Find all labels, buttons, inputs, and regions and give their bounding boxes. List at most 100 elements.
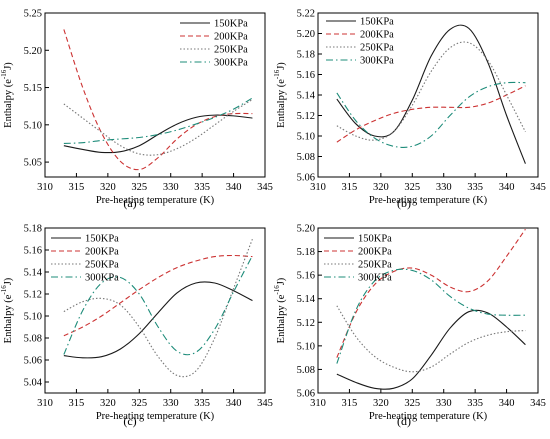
x-tick-label: 310 [310,182,326,193]
series-line-200KPa [336,228,526,358]
series-line-150KPa [63,114,253,154]
legend-entry: 200KPa [214,32,248,43]
y-tick-label: 5.16 [24,246,42,257]
y-axis-label-unit: J) [276,277,287,285]
y-tick-label: 5.20 [297,29,315,40]
y-tick-label: 5.18 [297,50,315,61]
x-tick-label: 320 [373,398,389,409]
legend-entry: 150KPa [358,234,392,245]
plot-frame [44,227,266,394]
x-tick-label: 325 [404,182,420,193]
legend-entry: 200KPa [358,247,392,258]
legend-entry: 200KPa [85,247,119,258]
x-tick-label: 345 [530,398,546,409]
y-tick-label: 5.10 [24,120,42,131]
y-tick-label: 5.14 [297,91,316,102]
series-line-250KPa [63,238,253,378]
x-tick-label: 335 [194,182,210,193]
chart-panel-b: 310 315 320 325 330 335 340 345 5.06 5.08 5.10 5.12… [273,9,546,211]
series-line-300KPa [336,81,526,148]
x-tick-label: 340 [226,182,242,193]
x-tick-label: 315 [69,182,85,193]
y-axis-label: Enthalpy (e-16J) [0,277,14,343]
y-tick-label: 5.16 [297,70,315,81]
y-axis-label-unit: J) [276,62,287,70]
x-tick-label: 315 [342,182,358,193]
panel-label: (a) [123,196,136,210]
y-tick-label: 5.18 [297,247,315,258]
x-tick-label: 320 [100,398,116,409]
y-tick-label: 5.20 [24,46,42,57]
x-tick-label: 310 [37,182,53,193]
y-tick-label: 5.12 [297,111,315,122]
legend-entry: 150KPa [360,17,394,28]
y-tick-label: 5.06 [297,389,315,400]
x-tick-label: 330 [436,182,452,193]
y-tick-label: 5.06 [297,173,315,184]
x-tick-label: 315 [342,398,358,409]
series-line-250KPa [336,305,526,373]
x-tick-label: 330 [163,398,179,409]
legend: 150KPa 200KPa 250KPa 300KPa [326,17,394,67]
series-line-150KPa [336,24,526,164]
series-line-200KPa [336,85,526,143]
y-axis-label-main: Enthalpy (e [276,79,287,128]
y-axis-label: Enthalpy (e-16J) [273,277,287,343]
x-tick-label: 330 [436,398,452,409]
x-tick-label: 345 [257,398,273,409]
legend-entry: 300KPa [360,56,394,67]
y-tick-label: 5.12 [297,318,315,329]
x-tick-label: 325 [131,182,147,193]
x-tick-label: 340 [499,182,515,193]
legend-entry: 300KPa [214,58,248,69]
legend-entry: 250KPa [358,260,392,271]
legend-entry: 300KPa [85,273,119,284]
x-tick-label: 330 [163,182,179,193]
y-axis-label-unit: J) [3,277,14,285]
chart-panel-a: 310 315 320 325 330 335 340 345 5.05 5.10 5.15 5.20… [0,9,273,211]
y-axis-label: Enthalpy (e-16J) [0,62,14,128]
legend-entry: 150KPa [85,234,119,245]
y-tick-label: 5.04 [24,378,43,389]
y-tick-label: 5.16 [297,271,315,282]
y-axis-label-main: Enthalpy (e [3,294,14,343]
legend: 150KPa 200KPa 250KPa 300KPa [180,19,248,69]
x-axis-label: Pre-heating temperature (K) [369,195,488,206]
x-tick-label: 320 [100,182,116,193]
y-axis-label: Enthalpy (e-16J) [273,62,287,128]
x-tick-label: 345 [257,182,273,193]
plot-frame [44,12,266,178]
x-tick-label: 335 [467,182,483,193]
y-tick-label: 5.22 [297,9,315,20]
y-axis-label-exponent: -16 [0,69,8,79]
x-tick-label: 345 [530,182,546,193]
series-line-300KPa [63,255,253,356]
legend-entry: 150KPa [214,19,248,30]
y-tick-label: 5.15 [24,83,42,94]
y-axis-label-main: Enthalpy (e [3,79,14,128]
y-tick-label: 5.05 [24,158,42,169]
x-axis-label: Pre-heating temperature (K) [96,195,215,206]
series-line-300KPa [63,97,253,145]
series-line-250KPa [63,99,253,156]
x-axis-label: Pre-heating temperature (K) [369,411,488,422]
panel-label: (d) [397,414,411,428]
plot-frame [317,12,539,178]
y-axis-label-main: Enthalpy (e [276,294,287,343]
series-line-150KPa [63,281,253,359]
x-tick-label: 335 [194,398,210,409]
series-line-200KPa [63,254,253,337]
panel-label: (b) [397,196,411,210]
chart-panel-d: 310 315 320 325 330 335 340 345 5.06 5.08 5.10 5.12… [273,224,546,429]
y-axis-label-exponent: -16 [273,69,281,79]
y-tick-label: 5.10 [297,132,315,143]
y-tick-label: 5.08 [24,334,42,345]
y-tick-label: 5.25 [24,9,42,20]
series-line-150KPa [336,309,526,390]
y-axis-label-exponent: -16 [273,285,281,295]
y-tick-label: 5.08 [297,152,315,163]
series-line-300KPa [336,268,526,364]
y-tick-label: 5.14 [297,294,316,305]
chart-panel-c: 310 315 320 325 330 335 340 345 5.04 5.06 5.08 5.10… [0,224,273,429]
